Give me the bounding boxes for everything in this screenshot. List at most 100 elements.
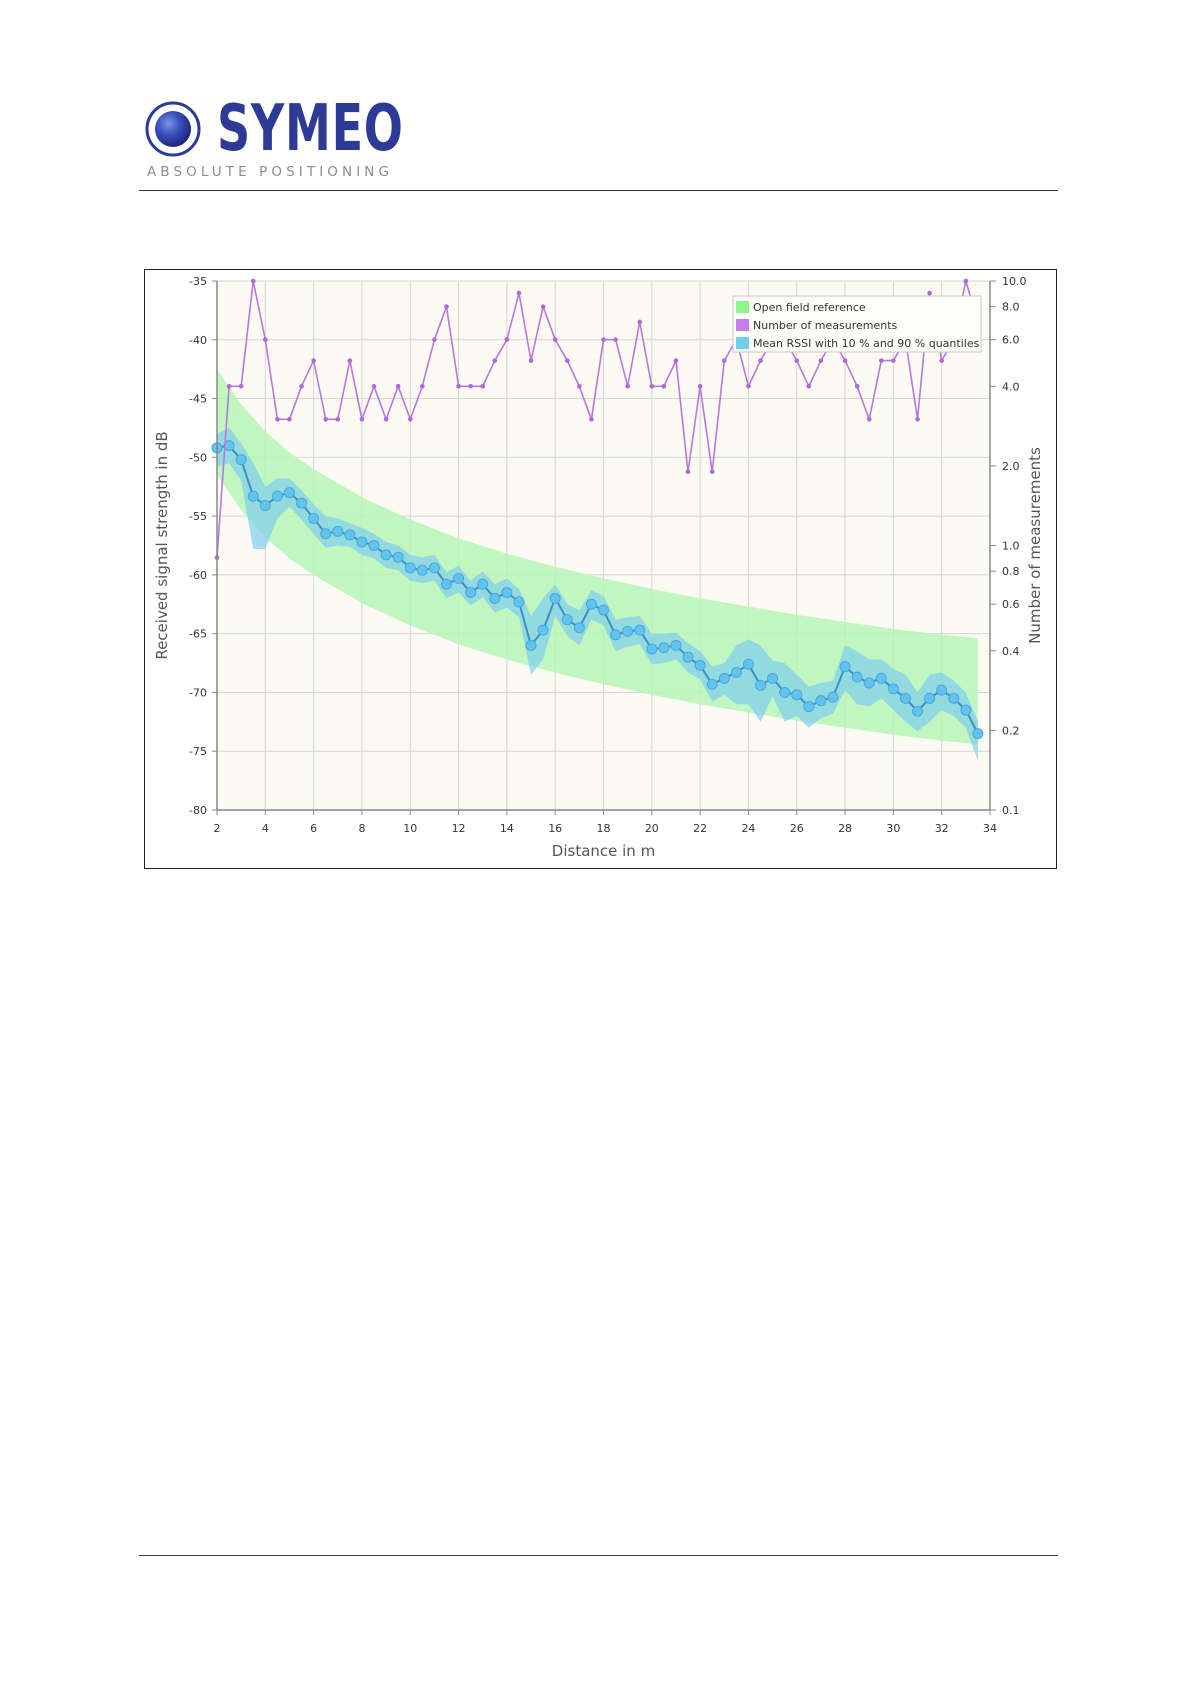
mean-rssi-point — [694, 659, 706, 671]
measurement-count-point — [323, 417, 329, 422]
measurement-count-point — [480, 383, 486, 389]
measurement-count-line — [216, 280, 979, 558]
mean-rssi-point — [308, 512, 320, 524]
measurement-count-point — [601, 337, 606, 342]
mean-rssi-point — [875, 672, 887, 684]
logo-wordmark: SYMEO — [217, 92, 404, 166]
mean-rssi-point — [453, 572, 465, 584]
mean-rssi-point — [465, 587, 477, 599]
x-tick-label: 18 — [597, 822, 611, 835]
measurement-count-point — [649, 383, 655, 389]
measurement-count-point — [287, 417, 292, 422]
x-tick-label: 14 — [500, 822, 514, 835]
x-tick-label: 32 — [935, 822, 949, 835]
mean-rssi-point — [271, 490, 283, 502]
x-tick-label: 30 — [886, 822, 900, 835]
mean-rssi-point — [610, 629, 622, 641]
y-tick-label: -45 — [189, 393, 207, 406]
mean-rssi-point — [742, 658, 754, 670]
y2-tick-label: 1.0 — [1002, 540, 1020, 553]
mean-rssi-point — [404, 562, 416, 574]
mean-rssi-point — [682, 651, 694, 663]
mean-rssi-point — [259, 500, 271, 512]
logo-tagline: ABSOLUTE POSITIONING — [147, 164, 394, 180]
y-tick-label: -50 — [189, 451, 207, 464]
y2-axis-title: Number of measurements — [1026, 447, 1044, 644]
measurement-count-point — [613, 337, 618, 342]
mean-rssi-point — [428, 562, 440, 574]
mean-rssi-point — [561, 614, 573, 626]
y2-tick-label: 0.8 — [1002, 565, 1020, 578]
measurement-count-point — [335, 417, 341, 422]
mean-rssi-point — [972, 728, 984, 740]
legend-swatch — [736, 337, 749, 349]
mean-rssi-point — [803, 701, 815, 713]
legend-label: Number of measurements — [753, 319, 898, 332]
measurement-count-point — [395, 383, 401, 389]
mean-rssi-point — [851, 671, 863, 683]
legend-label: Open field reference — [753, 301, 866, 314]
measurement-count-point — [878, 358, 884, 363]
measurement-count-point — [963, 278, 969, 284]
measurement-count-point — [516, 290, 522, 296]
x-tick-label: 28 — [838, 822, 852, 835]
mean-rssi-point — [513, 596, 525, 608]
mean-rssi-point — [622, 625, 634, 637]
mean-rssi-point — [549, 592, 561, 604]
mean-rssi-point — [791, 689, 803, 701]
mean-rssi-point — [899, 692, 911, 704]
y-axis-title: Received signal strength in dB — [153, 431, 171, 659]
mean-rssi-point — [718, 672, 730, 684]
measurement-count-point — [504, 337, 510, 342]
legend-label: Mean RSSI with 10 % and 90 % quantiles — [753, 337, 980, 350]
y-tick-label: -65 — [189, 628, 207, 641]
mean-rssi-point — [815, 695, 827, 707]
measurement-count-point — [552, 337, 558, 342]
measurement-count-point — [697, 383, 703, 389]
y2-tick-label: 2.0 — [1002, 460, 1020, 473]
y-tick-label: -60 — [189, 569, 207, 582]
measurement-count-point — [299, 383, 304, 389]
mean-rssi-point — [525, 639, 537, 651]
measurement-count-point — [625, 383, 630, 389]
mean-rssi-point — [537, 624, 549, 636]
mean-rssi-point — [573, 622, 585, 634]
rssi-quantile-band — [217, 427, 978, 761]
open-field-reference-band — [217, 369, 978, 745]
measurement-count-point — [806, 383, 812, 389]
y2-tick-label: 0.2 — [1002, 724, 1020, 737]
mean-rssi-point — [477, 578, 489, 590]
x-tick-label: 10 — [403, 822, 417, 835]
rssi-chart: 2 4 6 8 10 12 14 16 18 20 22 24 26 28 30 32 34-35-40-45-… — [153, 275, 1044, 860]
measurement-count-point — [589, 417, 594, 422]
measurement-count-point — [842, 358, 848, 363]
mean-rssi-point — [730, 666, 742, 678]
mean-rssi-point — [440, 578, 452, 590]
measurement-count-point — [721, 358, 727, 363]
measurement-count-point — [468, 383, 473, 389]
measurement-count-point — [226, 383, 232, 389]
mean-rssi-point — [646, 643, 658, 655]
mean-rssi-point — [948, 692, 960, 704]
measurement-count-point — [661, 383, 667, 389]
mean-rssi-point — [501, 587, 513, 599]
measurement-count-point — [564, 358, 570, 363]
measurement-count-point — [818, 358, 824, 363]
measurement-count-point — [794, 358, 800, 363]
mean-rssi-point — [416, 564, 428, 576]
mean-rssi-point — [767, 672, 779, 684]
mean-rssi-point — [960, 704, 972, 716]
y-tick-label: -70 — [189, 686, 207, 699]
measurement-count-point — [492, 358, 498, 363]
mean-rssi-point — [332, 525, 344, 537]
measurement-count-point — [637, 319, 643, 325]
measurement-count-point — [444, 304, 449, 309]
mean-rssi-point — [320, 528, 332, 540]
x-tick-label: 6 — [310, 822, 317, 835]
measurement-count-point — [915, 417, 920, 422]
measurement-count-point — [939, 358, 944, 363]
mean-rssi-point — [598, 604, 609, 616]
footer-divider — [139, 1555, 1058, 1556]
y2-tick-label: 4.0 — [1002, 380, 1020, 393]
mean-rssi-point — [863, 677, 875, 689]
